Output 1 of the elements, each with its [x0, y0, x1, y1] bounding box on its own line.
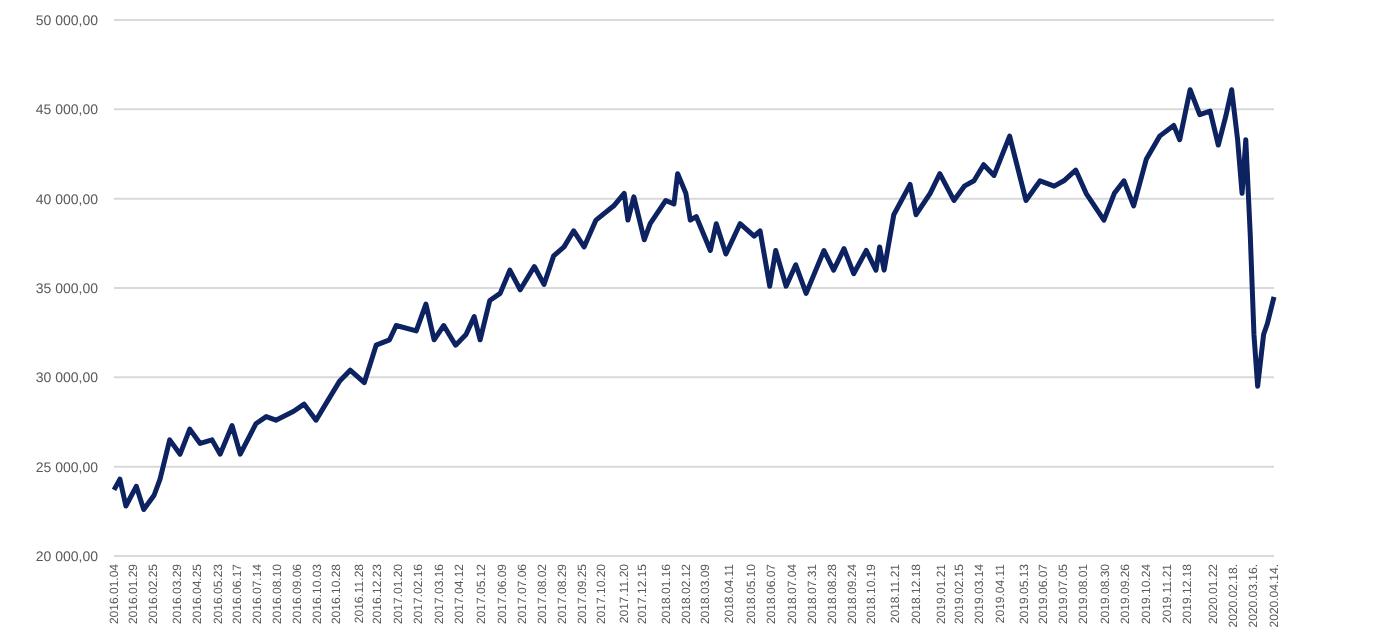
line-series — [111, 87, 1277, 513]
